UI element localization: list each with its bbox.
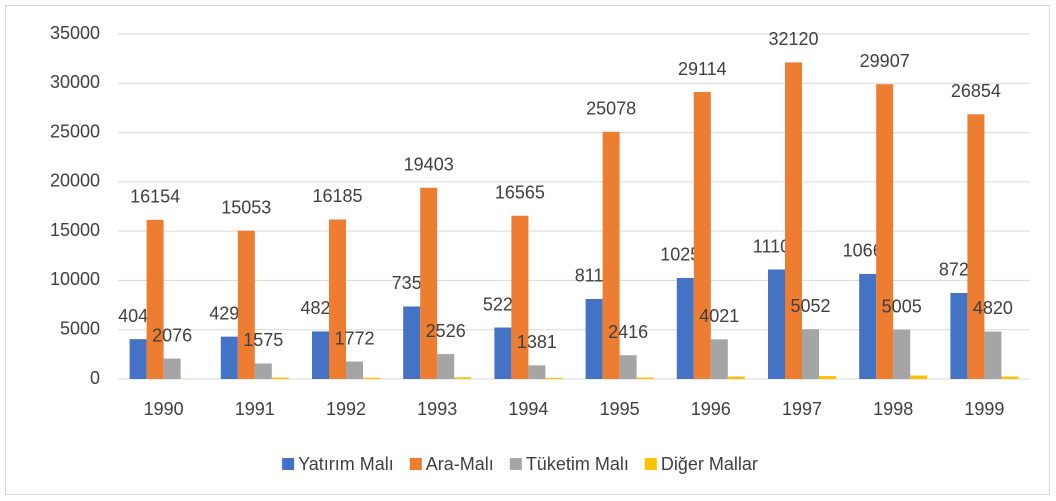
data-label: 16185	[312, 186, 362, 206]
bar	[271, 377, 289, 379]
data-label: 5005	[882, 296, 922, 316]
bar	[420, 187, 438, 379]
bar	[454, 377, 472, 379]
bar	[950, 292, 968, 379]
y-tick-label: 0	[90, 368, 100, 388]
bar	[785, 62, 802, 379]
bar	[636, 377, 654, 379]
legend-label: Tüketim Malı	[526, 454, 629, 474]
x-tick-label: 1999	[964, 399, 1004, 419]
x-tick-label: 1996	[691, 399, 731, 419]
legend-label: Yatırım Malı	[298, 454, 394, 474]
bar	[363, 377, 380, 379]
data-label: 29907	[860, 51, 910, 71]
bar	[819, 376, 836, 379]
y-tick-label: 10000	[50, 269, 100, 289]
data-label: 32120	[768, 29, 818, 49]
bar	[346, 361, 363, 379]
bar	[329, 219, 346, 379]
bar	[727, 376, 745, 379]
bar	[146, 219, 164, 379]
bar	[693, 92, 711, 380]
bar	[545, 377, 563, 379]
bar	[876, 84, 894, 380]
bar	[984, 331, 1002, 379]
x-tick-label: 1990	[144, 399, 184, 419]
data-label: 29114	[678, 59, 727, 79]
legend-label: Ara-Malı	[426, 454, 494, 474]
bar	[910, 375, 928, 379]
data-label: 25078	[586, 99, 636, 119]
legend-swatch	[509, 458, 522, 470]
x-tick-label: 1997	[782, 399, 822, 419]
bar	[619, 355, 637, 379]
data-label: 2526	[426, 321, 466, 341]
y-tick-label: 35000	[50, 23, 100, 43]
data-label: 1575	[243, 330, 283, 350]
data-label: 16565	[495, 182, 545, 202]
bar	[163, 358, 181, 379]
data-label: 5052	[790, 296, 830, 316]
bar	[237, 230, 255, 379]
data-label: 15053	[221, 197, 271, 217]
data-label: 16154	[130, 187, 180, 207]
x-tick-label: 1994	[508, 399, 548, 419]
x-tick-label: 1992	[326, 399, 366, 419]
data-label: 26854	[951, 81, 1001, 101]
y-tick-label: 30000	[50, 72, 100, 92]
bar	[220, 336, 238, 379]
legend-swatch	[409, 458, 422, 470]
data-label: 19403	[404, 154, 454, 174]
bar	[585, 298, 603, 379]
x-tick-label: 1998	[873, 399, 913, 419]
bar	[403, 306, 421, 379]
bar	[768, 269, 785, 379]
y-tick-label: 25000	[50, 121, 100, 141]
bar	[494, 327, 512, 379]
x-tick-label: 1993	[417, 399, 457, 419]
bar	[859, 273, 877, 379]
legend-label: Diğer Mallar	[661, 454, 758, 474]
bar	[676, 277, 694, 379]
data-label: 4820	[973, 298, 1013, 318]
legend-swatch	[644, 458, 657, 470]
bar	[893, 329, 911, 379]
y-tick-label: 5000	[60, 318, 100, 338]
bar	[710, 339, 728, 379]
bar	[129, 339, 147, 379]
x-tick-label: 1995	[600, 399, 640, 419]
data-label: 2416	[608, 322, 648, 342]
bar	[1001, 376, 1019, 379]
y-tick-label: 15000	[50, 220, 100, 240]
bar	[511, 215, 529, 379]
x-tick-label: 1991	[235, 399, 275, 419]
bar	[528, 365, 546, 379]
y-tick-label: 20000	[50, 171, 100, 191]
data-label: 4021	[699, 306, 739, 326]
bar	[437, 354, 455, 379]
bar	[254, 363, 272, 379]
data-label: 1381	[517, 332, 557, 352]
legend-swatch	[282, 458, 295, 470]
bar	[312, 331, 329, 379]
bar	[967, 114, 985, 379]
bar	[802, 329, 819, 379]
data-label: 2076	[152, 325, 192, 345]
bar	[602, 131, 620, 379]
data-label: 1772	[334, 328, 374, 348]
